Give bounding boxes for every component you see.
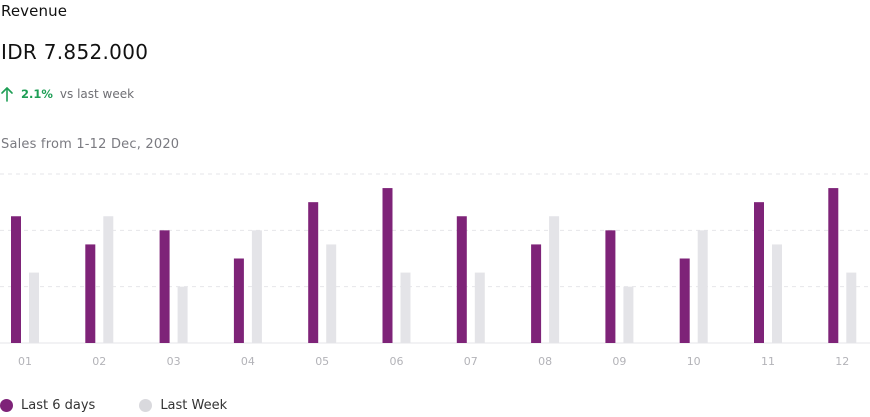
bar-current-10[interactable]: [679, 258, 690, 344]
legend-item-current[interactable]: Last 6 days: [0, 398, 95, 413]
bar-previous-12[interactable]: [846, 272, 857, 343]
bar-current-08[interactable]: [531, 244, 542, 343]
x-tick-label-05: 05: [315, 355, 329, 368]
delta-row: 2.1% vs last week: [0, 86, 134, 102]
bar-current-07[interactable]: [456, 216, 467, 343]
sales-bar-chart: 01 02 03 04 05 06 07 08 09 10 11 12: [0, 173, 870, 368]
bar-previous-10[interactable]: [697, 230, 708, 343]
arrow-up-icon: [1, 87, 13, 102]
bar-previous-11[interactable]: [772, 244, 782, 343]
bar-current-12[interactable]: [828, 188, 839, 343]
bar-current-03[interactable]: [159, 230, 170, 343]
delta-text: vs last week: [59, 87, 135, 101]
bar-current-05[interactable]: [308, 202, 319, 343]
bar-previous-08[interactable]: [549, 216, 560, 343]
x-tick-label-10: 10: [687, 355, 701, 368]
chart-legend: Last 6 days Last Week: [0, 398, 227, 413]
delta-percent: 2.1%: [21, 87, 53, 101]
legend-swatch-previous: [139, 399, 153, 412]
bar-current-11[interactable]: [754, 202, 764, 343]
bar-previous-03[interactable]: [177, 286, 188, 343]
legend-label-previous: Last Week: [160, 398, 228, 413]
bar-current-01[interactable]: [11, 216, 21, 343]
bar-current-02[interactable]: [85, 244, 96, 343]
bar-previous-06[interactable]: [400, 272, 411, 343]
legend-label-current: Last 6 days: [21, 398, 96, 413]
legend-swatch-current: [0, 399, 13, 412]
x-tick-label-06: 06: [390, 355, 404, 368]
bar-current-09[interactable]: [605, 230, 616, 343]
x-tick-label-02: 02: [92, 355, 106, 368]
x-tick-label-03: 03: [167, 355, 181, 368]
bar-previous-02[interactable]: [103, 216, 114, 343]
x-tick-label-12: 12: [835, 355, 849, 368]
bar-current-04[interactable]: [233, 258, 244, 344]
x-tick-label-08: 08: [538, 355, 552, 368]
legend-item-previous[interactable]: Last Week: [139, 398, 227, 413]
bar-previous-04[interactable]: [251, 230, 262, 343]
bar-previous-07[interactable]: [474, 272, 485, 343]
x-tick-label-01: 01: [18, 355, 32, 368]
x-tick-label-11: 11: [761, 355, 775, 368]
bar-previous-09[interactable]: [623, 286, 634, 343]
x-tick-label-07: 07: [464, 355, 478, 368]
chart-subtitle: Sales from 1-12 Dec, 2020: [1, 137, 180, 152]
bar-current-06[interactable]: [382, 188, 393, 343]
x-tick-label-09: 09: [612, 355, 626, 368]
bar-previous-01[interactable]: [29, 272, 39, 343]
card-title: Revenue: [1, 2, 68, 20]
bar-previous-05[interactable]: [326, 244, 337, 343]
x-tick-label-04: 04: [241, 355, 255, 368]
revenue-amount: IDR 7.852.000: [1, 40, 149, 64]
